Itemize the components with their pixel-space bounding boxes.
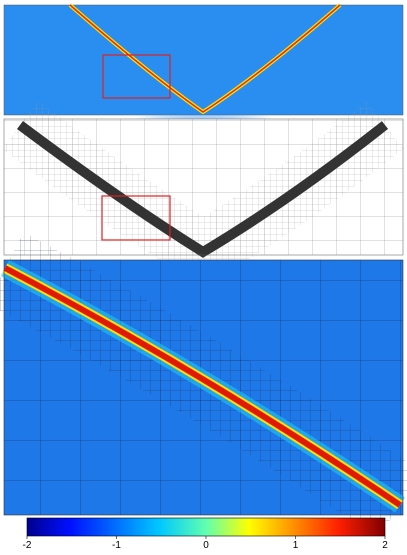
colorbar-tick-label: 1 bbox=[293, 540, 299, 550]
colorbar-tick-label: -2 bbox=[23, 540, 32, 550]
colorbar-tick-label: -1 bbox=[112, 540, 121, 550]
colorbar-tick-label: 2 bbox=[382, 540, 388, 550]
panel-zoom bbox=[0, 232, 407, 539]
colorbar bbox=[26, 517, 386, 537]
panel-mesh bbox=[2, 100, 404, 288]
colorbar-tick-label: 0 bbox=[203, 540, 209, 550]
